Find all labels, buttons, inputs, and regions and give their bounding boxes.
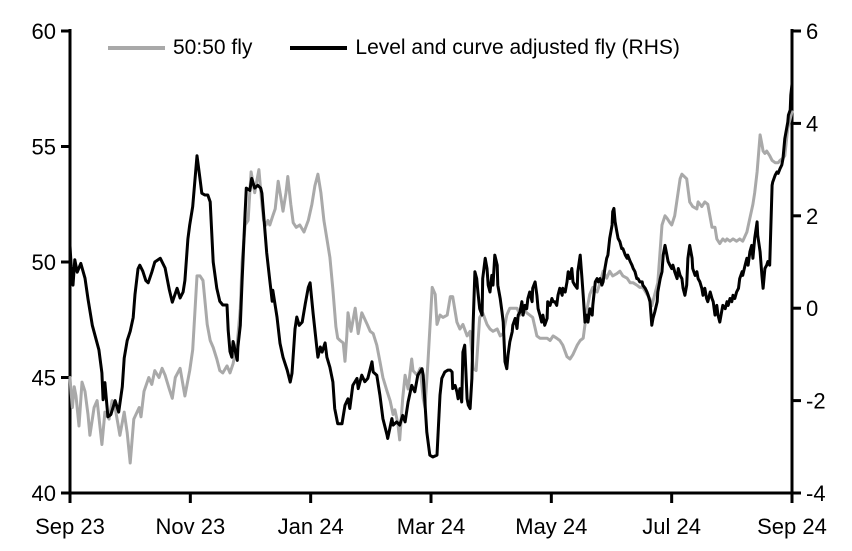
y-axis-right-tick-label: 6 <box>806 19 818 44</box>
chart-legend: 50:50 fly Level and curve adjusted fly (… <box>108 36 680 60</box>
x-axis-tick-label: Mar 24 <box>397 514 465 539</box>
x-axis-tick-label: Jan 24 <box>278 514 344 539</box>
y-axis-left-tick-label: 40 <box>32 481 56 506</box>
y-axis-left-tick-label: 45 <box>32 366 56 391</box>
gray-line-swatch-icon <box>108 46 165 50</box>
y-axis-left-tick-label: 60 <box>32 19 56 44</box>
y-axis-right-tick-label: -2 <box>806 389 826 414</box>
x-axis-tick-label: Jul 24 <box>642 514 701 539</box>
y-axis-left-tick-label: 55 <box>32 135 56 160</box>
y-axis-left-tick-label: 50 <box>32 250 56 275</box>
legend-label-5050-fly: 50:50 fly <box>173 36 253 59</box>
x-axis-tick-label: Sep 23 <box>35 514 105 539</box>
series-line-5050-fly <box>68 110 794 465</box>
y-axis-right-tick-label: 0 <box>806 296 818 321</box>
y-axis-right-tick-label: 4 <box>806 111 818 136</box>
y-axis-right-tick-label: -4 <box>806 481 826 506</box>
legend-item-adjusted-fly: Level and curve adjusted fly (RHS) <box>290 36 680 60</box>
x-axis-tick-label: Sep 24 <box>757 514 827 539</box>
legend-label-adjusted-fly: Level and curve adjusted fly (RHS) <box>355 36 680 59</box>
black-line-swatch-icon <box>290 46 348 50</box>
series-line-adjusted-fly <box>68 82 794 459</box>
x-axis-tick-label: Nov 23 <box>155 514 225 539</box>
y-axis-right-tick-label: 2 <box>806 204 818 229</box>
legend-item-5050-fly: 50:50 fly <box>108 36 252 60</box>
x-axis-tick-label: May 24 <box>515 514 587 539</box>
